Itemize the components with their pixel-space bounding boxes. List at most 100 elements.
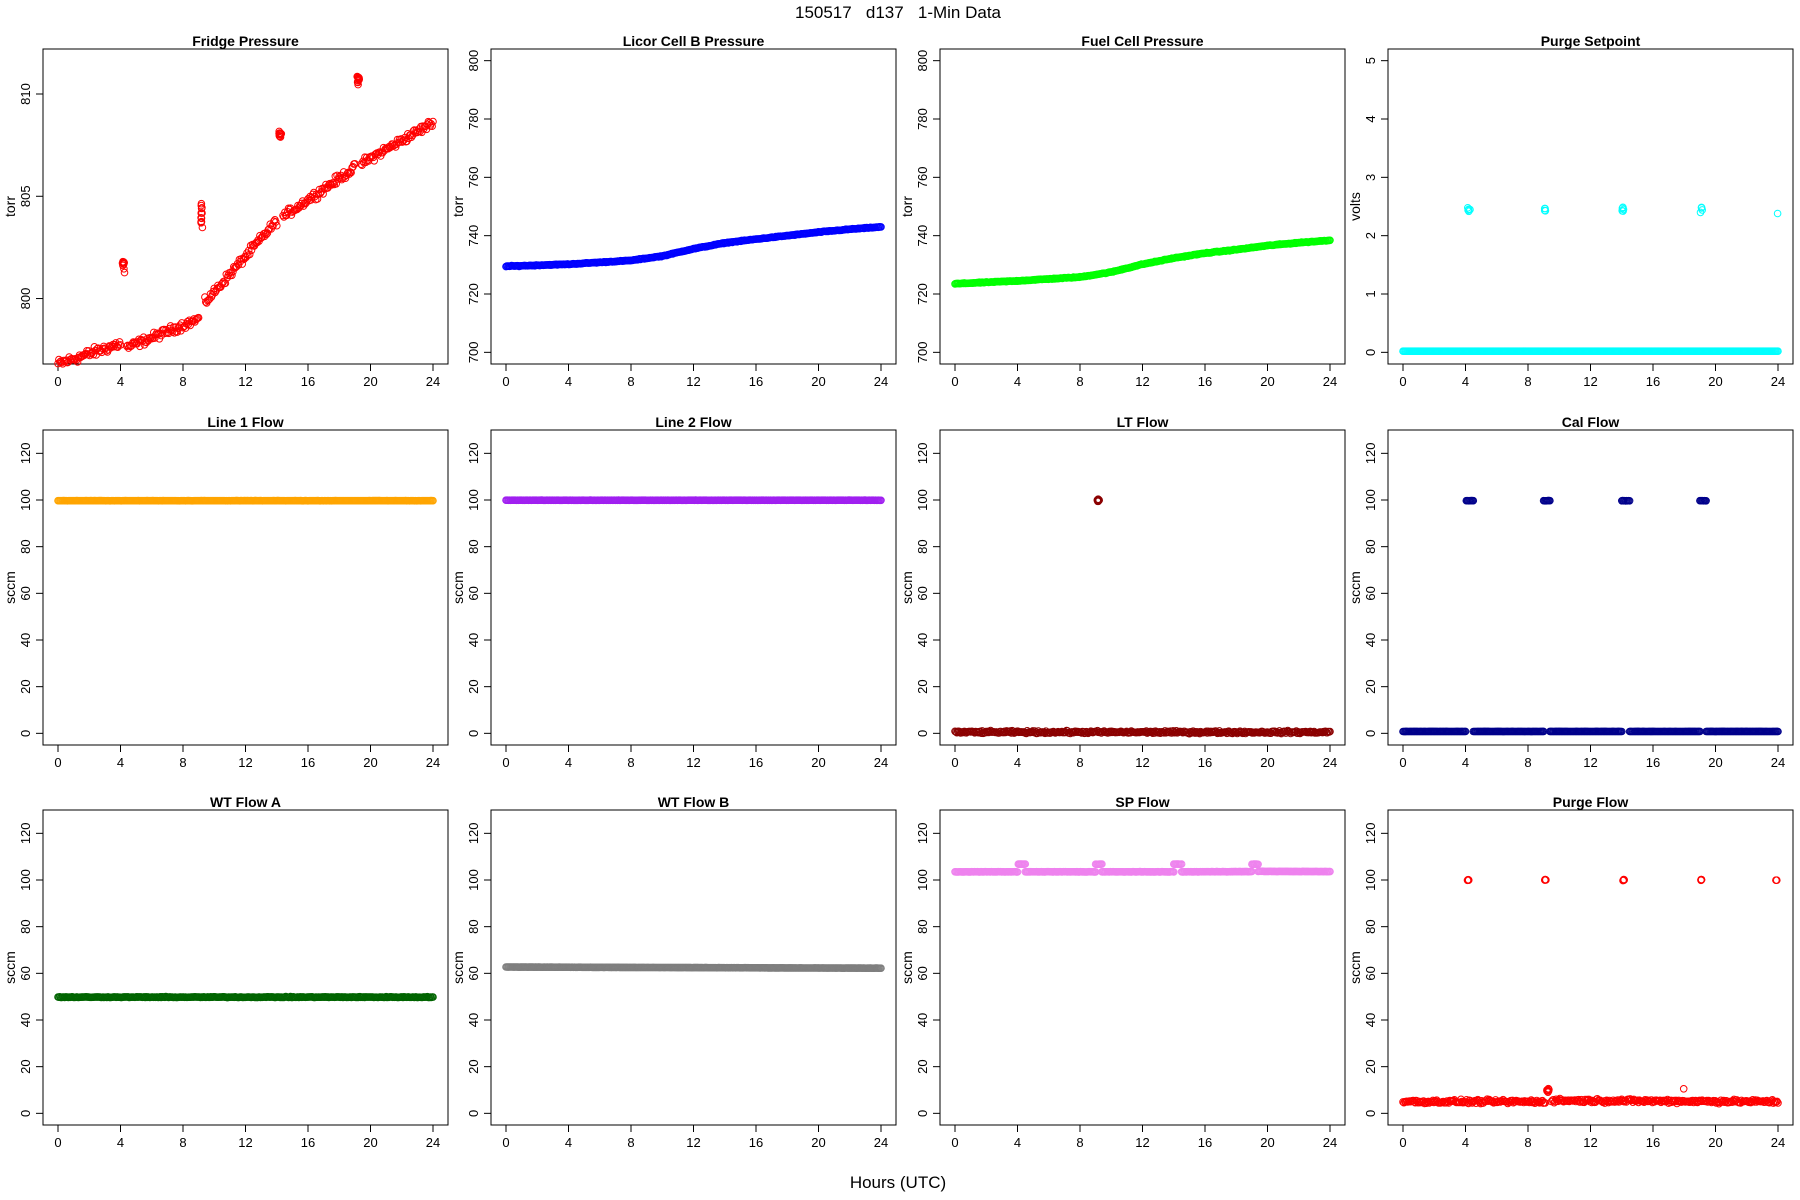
y-tick-label: 40 bbox=[915, 633, 930, 647]
x-tick-label: 0 bbox=[54, 755, 61, 770]
x-tick-label: 16 bbox=[1198, 1135, 1212, 1150]
data-points bbox=[1399, 875, 1782, 1108]
y-tick-label: 80 bbox=[915, 919, 930, 933]
y-tick-label: 120 bbox=[915, 442, 930, 464]
panel-title: Line 1 Flow bbox=[207, 414, 283, 430]
y-tick-label: 20 bbox=[1363, 679, 1378, 693]
data-point bbox=[228, 271, 236, 280]
data-point bbox=[272, 218, 280, 226]
x-tick-label: 12 bbox=[1135, 755, 1149, 770]
data-point bbox=[1409, 1096, 1418, 1105]
plot-frame bbox=[939, 809, 1346, 1126]
data-points bbox=[1399, 203, 1782, 356]
y-tick-label: 120 bbox=[18, 822, 33, 844]
data-point bbox=[1326, 236, 1334, 245]
x-tick-label: 8 bbox=[627, 755, 634, 770]
x-tick-label: 24 bbox=[1323, 1135, 1337, 1150]
data-point bbox=[275, 131, 284, 140]
data-point bbox=[1546, 496, 1554, 505]
x-tick-label: 24 bbox=[426, 374, 440, 389]
y-tick-label: 120 bbox=[915, 822, 930, 844]
data-point bbox=[211, 288, 219, 297]
y-tick-label: 0 bbox=[466, 730, 481, 737]
x-tick-label: 8 bbox=[179, 374, 186, 389]
data-point bbox=[354, 76, 362, 85]
x-tick-label: 12 bbox=[1583, 755, 1597, 770]
y-tick-label: 0 bbox=[915, 730, 930, 737]
x-tick-label: 8 bbox=[1076, 755, 1083, 770]
x-tick-label: 4 bbox=[565, 755, 572, 770]
data-point bbox=[197, 217, 206, 226]
x-tick-label: 20 bbox=[1260, 1135, 1274, 1150]
y-axis-label: sccm bbox=[899, 951, 915, 984]
x-tick-label: 8 bbox=[179, 1135, 186, 1150]
plot-frame bbox=[490, 429, 897, 746]
data-point bbox=[273, 221, 281, 230]
data-point bbox=[316, 189, 325, 198]
x-tick-label: 0 bbox=[54, 1135, 61, 1150]
panel-title: WT Flow B bbox=[658, 794, 730, 810]
y-tick-label: 100 bbox=[1363, 489, 1378, 511]
data-point bbox=[244, 246, 253, 255]
x-tick-label: 12 bbox=[686, 374, 700, 389]
y-tick-label: 3 bbox=[1363, 174, 1378, 181]
y-tick-label: 80 bbox=[18, 539, 33, 553]
data-point bbox=[1773, 209, 1782, 218]
y-axis-label: sccm bbox=[450, 571, 466, 604]
x-tick-label: 16 bbox=[749, 374, 763, 389]
x-tick-label: 20 bbox=[1260, 374, 1274, 389]
data-point bbox=[429, 496, 437, 505]
x-tick-label: 4 bbox=[565, 1135, 572, 1150]
y-tick-label: 2 bbox=[1363, 232, 1378, 239]
x-tick-label: 0 bbox=[1399, 374, 1406, 389]
x-tick-label: 0 bbox=[1399, 1135, 1406, 1150]
data-point bbox=[1619, 207, 1627, 215]
panel-title: SP Flow bbox=[1115, 794, 1169, 810]
x-tick-label: 12 bbox=[1135, 374, 1149, 389]
y-tick-label: 60 bbox=[915, 966, 930, 980]
data-point bbox=[1013, 868, 1022, 876]
data-point bbox=[1422, 1099, 1431, 1107]
x-tick-label: 4 bbox=[1462, 755, 1469, 770]
x-tick-label: 16 bbox=[301, 374, 315, 389]
y-tick-label: 805 bbox=[18, 185, 33, 207]
x-tick-label: 12 bbox=[1583, 374, 1597, 389]
y-tick-label: 0 bbox=[1363, 1110, 1378, 1117]
data-point bbox=[238, 260, 246, 268]
x-tick-label: 4 bbox=[1462, 374, 1469, 389]
y-tick-label: 40 bbox=[915, 1013, 930, 1027]
data-points bbox=[502, 223, 885, 271]
x-tick-label: 0 bbox=[54, 374, 61, 389]
data-point bbox=[1098, 860, 1106, 868]
x-tick-label: 24 bbox=[426, 755, 440, 770]
y-tick-label: 0 bbox=[1363, 730, 1378, 737]
y-tick-label: 720 bbox=[466, 283, 481, 305]
y-tick-label: 40 bbox=[466, 633, 481, 647]
data-point bbox=[1696, 208, 1705, 217]
x-tick-label: 0 bbox=[951, 755, 958, 770]
x-tick-label: 8 bbox=[1076, 1135, 1083, 1150]
data-points bbox=[54, 496, 437, 505]
data-point bbox=[1254, 860, 1262, 869]
y-axis-label: sccm bbox=[1347, 951, 1363, 984]
y-axis-label: torr bbox=[2, 196, 18, 217]
x-tick-label: 16 bbox=[1646, 374, 1660, 389]
x-tick-label: 20 bbox=[1708, 755, 1722, 770]
y-tick-label: 80 bbox=[1363, 539, 1378, 553]
plot-frame bbox=[1387, 809, 1794, 1126]
y-tick-label: 700 bbox=[466, 341, 481, 363]
x-tick-label: 24 bbox=[426, 1135, 440, 1150]
data-point bbox=[1094, 495, 1102, 504]
data-point bbox=[1774, 347, 1782, 356]
data-point bbox=[221, 279, 230, 288]
x-tick-label: 4 bbox=[117, 374, 124, 389]
y-axis-label: sccm bbox=[450, 951, 466, 984]
x-tick-label: 20 bbox=[363, 1135, 377, 1150]
y-tick-label: 40 bbox=[1363, 1013, 1378, 1027]
panel-title: Line 2 Flow bbox=[655, 414, 731, 430]
x-tick-label: 12 bbox=[686, 755, 700, 770]
y-tick-label: 1 bbox=[1363, 290, 1378, 297]
